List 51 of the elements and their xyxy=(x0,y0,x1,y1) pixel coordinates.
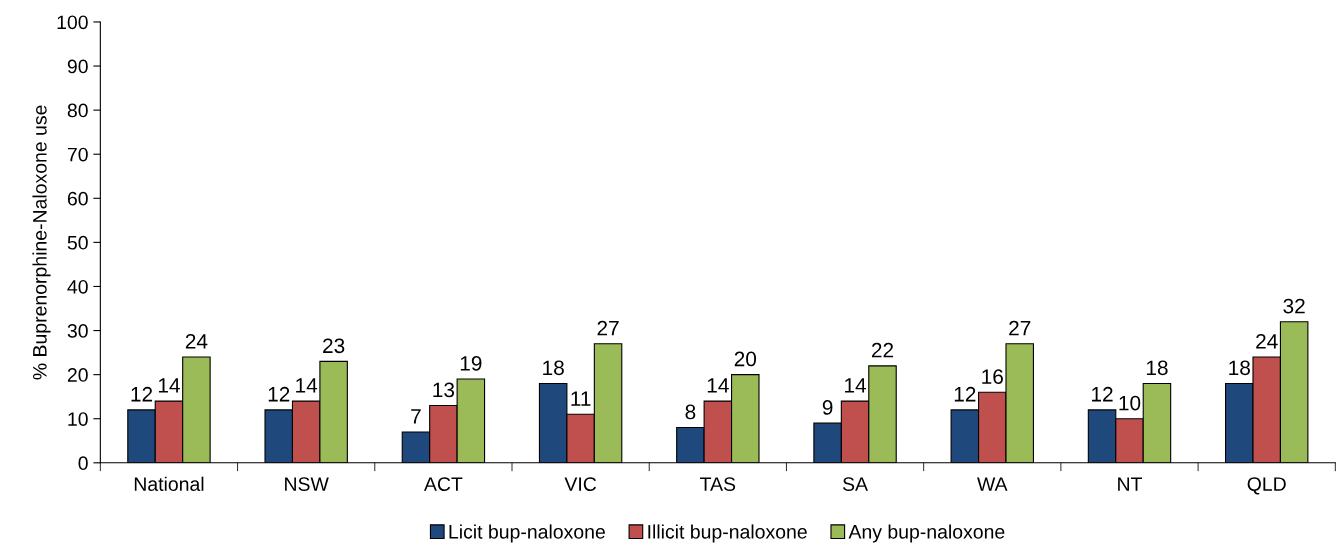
data-label: 16 xyxy=(982,369,1003,384)
x-tick-label: NT xyxy=(1118,477,1143,491)
legend-label: Licit bup-naloxone xyxy=(449,524,605,543)
y-tick-label: 30 xyxy=(67,324,88,338)
data-label: 32 xyxy=(1283,298,1305,314)
data-label: 14 xyxy=(296,378,318,393)
y-tick-label: 40 xyxy=(67,279,88,294)
data-label: 27 xyxy=(1009,320,1031,336)
y-tick-label: 10 xyxy=(68,412,88,426)
data-label: 7 xyxy=(411,409,421,424)
y-tick-label: 20 xyxy=(67,368,88,382)
y-tick-label: 70 xyxy=(67,147,88,162)
y-tick-label: 50 xyxy=(67,235,88,250)
data-label: 9 xyxy=(822,400,833,415)
data-label: 12 xyxy=(1092,386,1113,402)
data-label: 18 xyxy=(1146,360,1168,376)
data-label: 14 xyxy=(845,378,867,393)
data-label: 10 xyxy=(1119,395,1141,411)
x-tick-label: NSW xyxy=(285,477,329,491)
data-label: 27 xyxy=(597,320,619,336)
data-label: 8 xyxy=(685,404,696,420)
data-label: 18 xyxy=(543,360,564,376)
data-label: 20 xyxy=(734,351,757,367)
legend-label: Illicit bup-naloxone xyxy=(648,524,807,543)
x-tick-label: ACT xyxy=(423,477,463,491)
x-tick-label: TAS xyxy=(700,477,736,491)
y-tick-label: 80 xyxy=(67,103,88,118)
x-tick-label: SA xyxy=(842,477,868,491)
data-label: 24 xyxy=(1256,333,1278,349)
data-label: 11 xyxy=(571,391,591,406)
data-label: 12 xyxy=(131,386,153,402)
data-label: 12 xyxy=(954,386,976,402)
data-label: 12 xyxy=(268,386,290,402)
x-tick-label: National xyxy=(134,476,204,491)
data-label: 13 xyxy=(433,382,455,398)
data-label: 18 xyxy=(1229,360,1250,376)
y-tick-label: 60 xyxy=(67,191,88,206)
y-tick-label: 100 xyxy=(57,15,88,30)
data-label: 22 xyxy=(871,342,894,358)
data-label: 23 xyxy=(323,338,345,354)
y-axis-title: % Buprenorphine-Naloxone use xyxy=(32,105,51,380)
y-tick-label: 0 xyxy=(78,456,88,471)
x-tick-label: QLD xyxy=(1247,477,1286,495)
data-label: 19 xyxy=(460,356,482,371)
y-tick-label: 90 xyxy=(67,59,88,74)
x-tick-label: VIC xyxy=(564,477,597,491)
legend-label: Any bup-naloxone xyxy=(848,524,1005,543)
data-label: 24 xyxy=(185,333,208,349)
data-label: 14 xyxy=(707,378,729,393)
x-tick-label: WA xyxy=(977,477,1008,491)
data-label: 14 xyxy=(158,378,180,393)
